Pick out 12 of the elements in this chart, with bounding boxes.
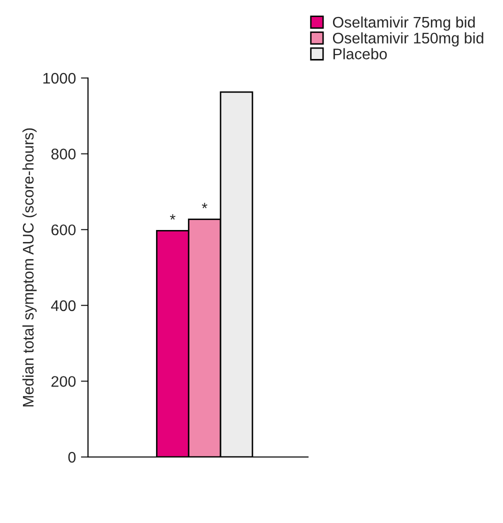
annotation: * xyxy=(202,202,208,208)
legend-label: Oseltamivir 75mg bid xyxy=(332,16,475,31)
legend-label: Oseltamivir 150mg bid xyxy=(332,32,484,47)
legend-label: Placebo xyxy=(333,48,387,60)
y-tick-label: 1000 xyxy=(43,72,76,84)
y-tick-label: 400 xyxy=(51,300,76,312)
y-tick-label: 600 xyxy=(51,224,76,236)
annotation: * xyxy=(170,214,176,220)
y-tick-label: 200 xyxy=(51,376,76,387)
y-tick-label: 800 xyxy=(51,148,76,160)
y-axis-title: Median total symptom AUC (score-hours) xyxy=(22,128,37,406)
y-tick-label: 0 xyxy=(68,452,76,463)
